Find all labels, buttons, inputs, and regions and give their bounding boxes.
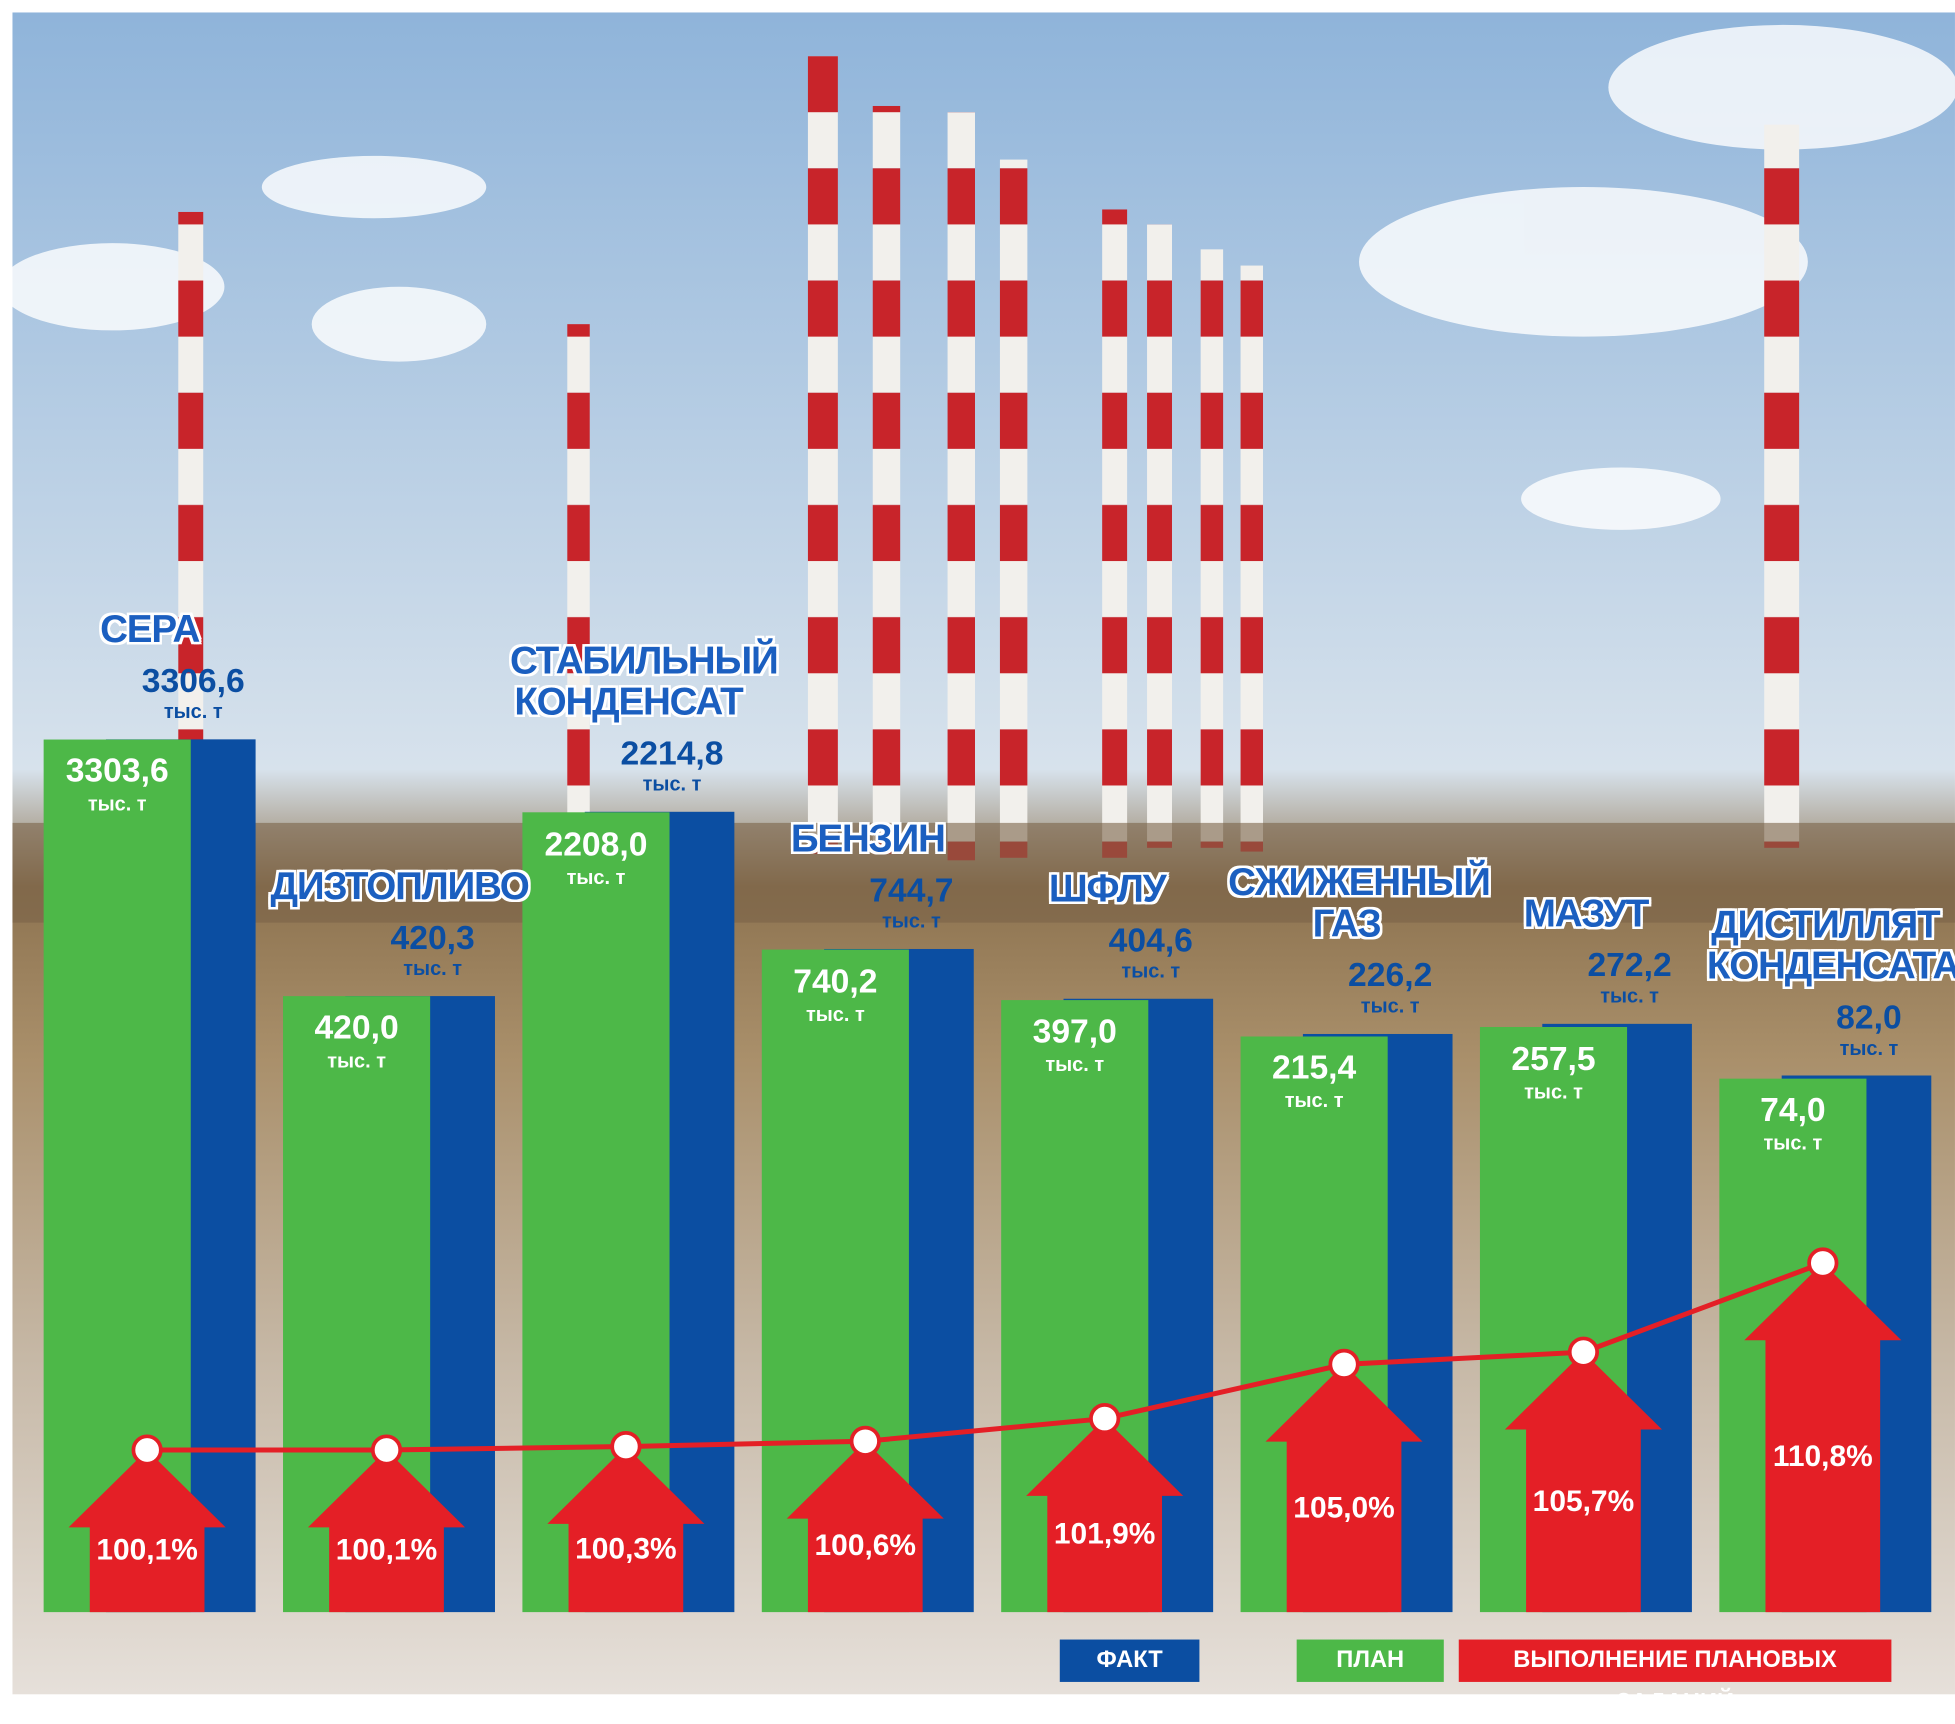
plan-value-label: 2208,0 <box>544 825 647 864</box>
plan-value-label: 215,4 <box>1272 1049 1356 1088</box>
completion-label: 100,6% <box>815 1529 916 1564</box>
fact-unit-label: тыс. т <box>643 774 702 796</box>
infographic: 3306,6тыс. т3303,6тыс. тСЕРА420,3тыс. т4… <box>0 0 1955 1694</box>
plan-unit-label: тыс. т <box>1524 1082 1583 1104</box>
category-label: СЖИЖЕННЫЙ ГАЗ <box>1228 862 1465 944</box>
plan-value-label: 257,5 <box>1511 1039 1595 1078</box>
plan-value-label: 74,0 <box>1760 1091 1826 1130</box>
fact-value-label: 3306,6 <box>142 662 245 701</box>
category-label: СТАБИЛЬНЫЙ КОНДЕНСАТ <box>510 640 747 722</box>
completion-label: 105,0% <box>1293 1491 1394 1526</box>
fact-value-label: 420,3 <box>391 919 475 958</box>
plan-unit-label: тыс. т <box>1764 1133 1823 1155</box>
fact-value-label: 226,2 <box>1348 957 1432 996</box>
category-label: БЕНЗИН <box>749 818 986 859</box>
category-label: МАЗУТ <box>1467 893 1704 934</box>
page: 3306,6тыс. т3303,6тыс. тСЕРА420,3тыс. т4… <box>0 0 1955 1694</box>
completion-point <box>1809 1249 1836 1276</box>
fact-value-label: 404,6 <box>1109 921 1193 960</box>
plan-unit-label: тыс. т <box>1045 1055 1104 1077</box>
completion-point <box>373 1436 400 1463</box>
fact-value-label: 744,7 <box>869 872 953 911</box>
plan-unit-label: тыс. т <box>1285 1091 1344 1113</box>
plan-unit-label: тыс. т <box>88 794 147 816</box>
completion-label: 101,9% <box>1054 1518 1155 1553</box>
fact-unit-label: тыс. т <box>1121 961 1180 983</box>
legend-entry: ПЛАН <box>1297 1640 1444 1682</box>
plan-unit-label: тыс. т <box>806 1004 865 1026</box>
fact-unit-label: тыс. т <box>1840 1038 1899 1060</box>
plan-value-label: 740,2 <box>793 962 877 1001</box>
category-label: СЕРА <box>31 608 268 649</box>
fact-value-label: 272,2 <box>1587 947 1671 986</box>
fact-value-label: 2214,8 <box>621 734 724 773</box>
completion-label: 100,1% <box>336 1534 437 1569</box>
plan-value-label: 420,0 <box>314 1009 398 1048</box>
completion-point <box>133 1436 160 1463</box>
fact-unit-label: тыс. т <box>1361 997 1420 1019</box>
completion-label: 100,3% <box>575 1532 676 1567</box>
legend-entry: ФАКТ <box>1060 1640 1200 1682</box>
completion-point <box>1091 1405 1118 1432</box>
fact-value-label: 82,0 <box>1836 998 1902 1037</box>
fact-unit-label: тыс. т <box>403 959 462 981</box>
plan-unit-label: тыс. т <box>327 1051 386 1073</box>
fact-unit-label: тыс. т <box>1600 986 1659 1008</box>
completion-label: 110,8% <box>1773 1440 1873 1475</box>
completion-point <box>1330 1351 1357 1378</box>
plan-unit-label: тыс. т <box>567 867 626 889</box>
category-label: ДИСТИЛЛЯТ КОНДЕНСАТА <box>1707 903 1944 985</box>
legend-entry: ВЫПОЛНЕНИЕ ПЛАНОВЫХ ЗАДАНИЙ <box>1459 1640 1892 1682</box>
plan-value-label: 3303,6 <box>66 752 169 791</box>
completion-point <box>612 1433 639 1460</box>
completion-point <box>852 1428 879 1455</box>
category-label: ШФЛУ <box>989 868 1226 909</box>
fact-unit-label: тыс. т <box>164 702 223 724</box>
category-label: ДИЗТОПЛИВО <box>271 865 508 906</box>
completion-label: 105,7% <box>1533 1485 1634 1520</box>
plan-value-label: 397,0 <box>1033 1013 1117 1052</box>
completion-label: 100,1% <box>96 1534 197 1569</box>
completion-point <box>1570 1338 1597 1365</box>
fact-unit-label: тыс. т <box>882 912 941 934</box>
